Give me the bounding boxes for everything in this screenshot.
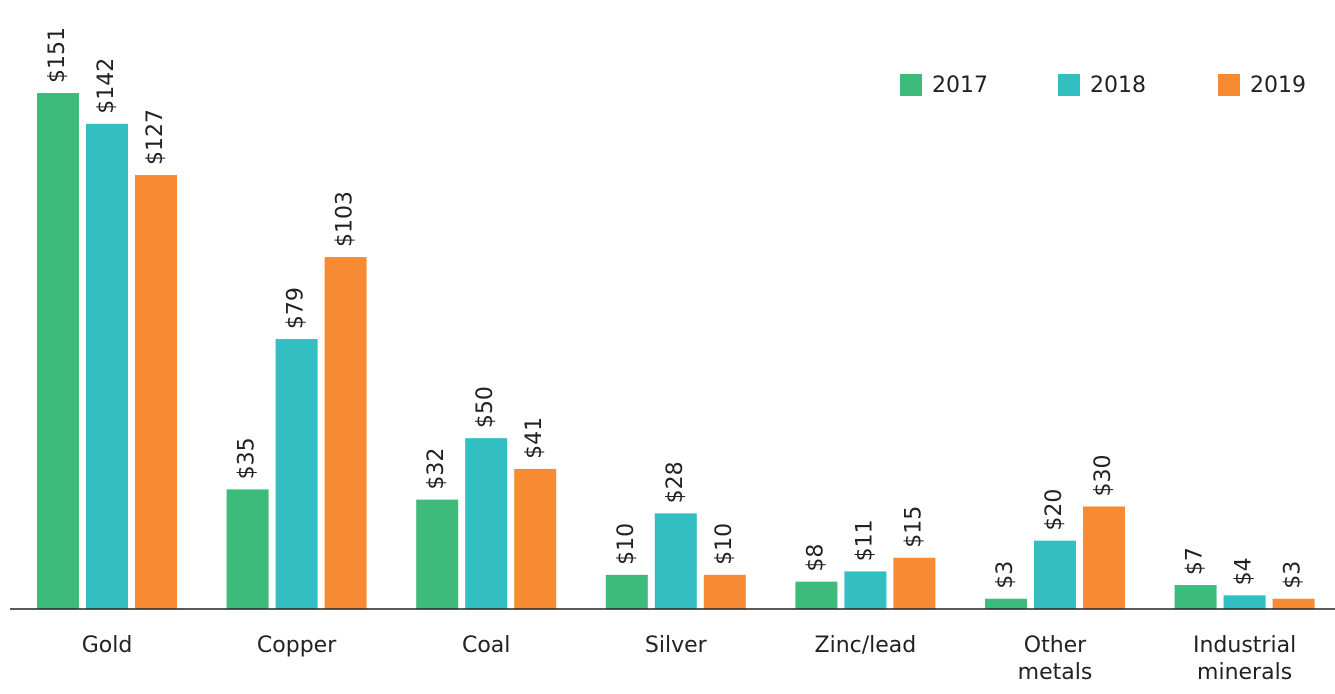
data-label: $15 xyxy=(901,506,926,548)
bar xyxy=(1034,540,1076,609)
data-label: $50 xyxy=(473,386,498,428)
bar xyxy=(844,571,887,609)
data-label: $35 xyxy=(235,437,260,479)
data-label: $3 xyxy=(993,561,1018,589)
x-tick-label: Gold xyxy=(81,633,133,658)
bar xyxy=(893,557,936,609)
data-label: $7 xyxy=(1183,547,1208,575)
bar xyxy=(37,93,79,609)
data-label: $4 xyxy=(1232,557,1257,585)
bar xyxy=(1174,585,1217,609)
bar xyxy=(465,438,508,609)
data-label: $142 xyxy=(94,58,119,114)
bar xyxy=(985,598,1027,609)
data-label: $10 xyxy=(614,523,639,565)
data-label: $32 xyxy=(424,448,449,490)
bar xyxy=(514,468,557,609)
data-label: $20 xyxy=(1042,489,1067,531)
bar xyxy=(654,513,697,609)
bar xyxy=(703,574,746,609)
bar xyxy=(135,175,177,609)
bar xyxy=(1083,506,1125,609)
bar xyxy=(1272,598,1315,609)
bar xyxy=(275,339,318,609)
data-label: $41 xyxy=(522,417,547,459)
data-label: $103 xyxy=(333,191,358,247)
legend-swatch xyxy=(1058,74,1080,96)
legend-label: 2019 xyxy=(1250,73,1306,98)
legend-swatch xyxy=(1218,74,1240,96)
data-label: $79 xyxy=(284,287,309,329)
bar xyxy=(416,499,459,609)
x-tick-label: Coal xyxy=(461,633,511,658)
x-tick-label: Zinc/lead xyxy=(814,633,917,658)
data-label: $30 xyxy=(1091,454,1116,496)
x-tick-label: Industrial minerals xyxy=(1193,633,1297,685)
legend-label: 2018 xyxy=(1090,73,1146,98)
bar xyxy=(226,489,269,609)
bar xyxy=(795,581,838,609)
data-label: $8 xyxy=(803,544,828,572)
bar xyxy=(605,574,648,609)
data-label: $28 xyxy=(663,461,688,503)
bar xyxy=(1223,595,1266,609)
data-label: $151 xyxy=(45,27,70,83)
data-label: $10 xyxy=(712,523,737,565)
legend-swatch xyxy=(900,74,922,96)
bar xyxy=(324,257,367,609)
x-tick-label: Silver xyxy=(644,633,707,658)
bar xyxy=(86,123,128,609)
data-label: $11 xyxy=(852,519,877,561)
x-tick-label: Other metals xyxy=(1017,633,1093,685)
legend-label: 2017 xyxy=(932,73,988,98)
data-label: $127 xyxy=(143,109,168,165)
data-label: $3 xyxy=(1281,561,1306,589)
x-tick-label: Copper xyxy=(256,633,337,658)
